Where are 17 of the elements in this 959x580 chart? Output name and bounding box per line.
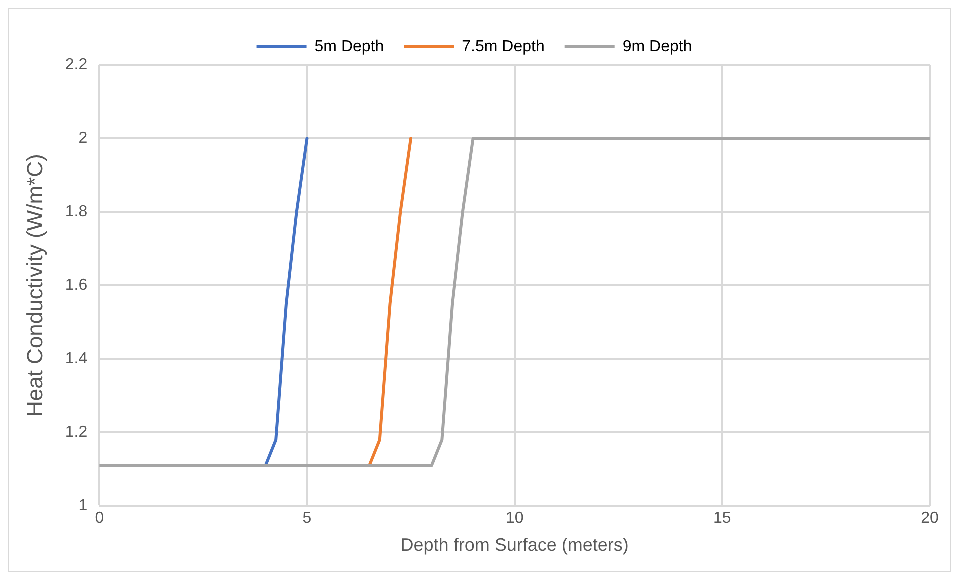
- x-axis-title: Depth from Surface (meters): [400, 535, 629, 556]
- y-axis-title: Heat Conductivity (W/m*C): [22, 154, 48, 418]
- x-tick-label: 0: [95, 510, 104, 528]
- y-tick-label: 1.8: [65, 203, 88, 220]
- x-tick-label: 5: [302, 510, 312, 528]
- y-tick-label: 1.6: [65, 277, 88, 294]
- y-tick-label: 1.2: [65, 424, 88, 442]
- y-tick-label: 2.2: [65, 56, 88, 74]
- legend-label: 7.5m Depth: [462, 38, 545, 56]
- y-tick-label: 2: [78, 130, 88, 147]
- x-tick-label: 20: [921, 510, 939, 528]
- legend-label: 5m Depth: [314, 38, 384, 56]
- x-tick-label: 15: [714, 510, 732, 528]
- legend-label: 9m Depth: [622, 38, 692, 56]
- y-tick-label: 1: [78, 498, 88, 515]
- y-tick-label: 1.4: [65, 350, 88, 368]
- x-tick-label: 10: [506, 510, 524, 528]
